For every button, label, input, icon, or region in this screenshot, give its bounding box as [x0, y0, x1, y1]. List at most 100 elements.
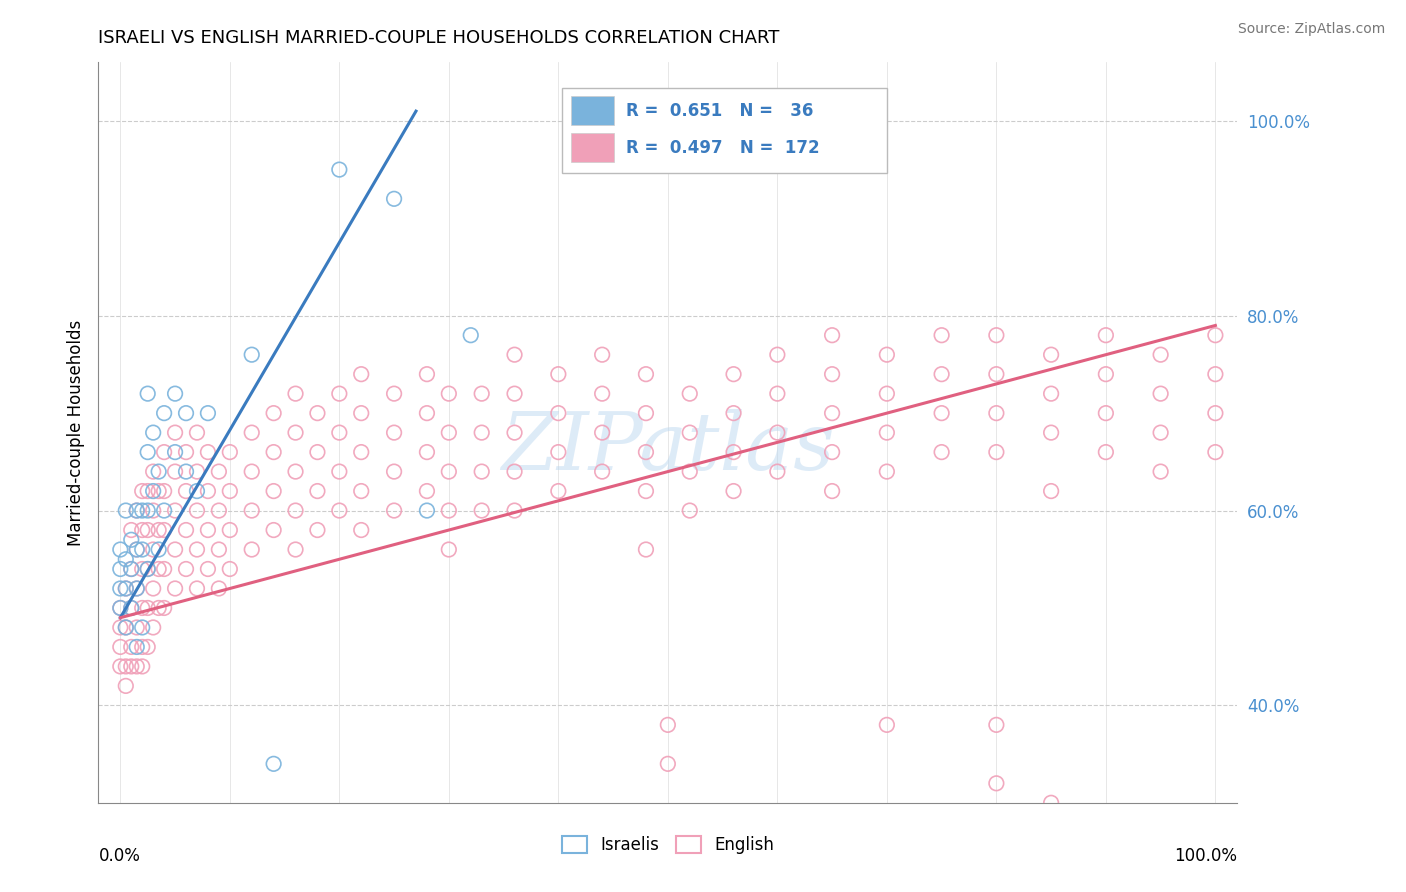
Point — [460, 328, 482, 343]
Point — [165, 465, 187, 479]
Point — [1095, 445, 1118, 459]
Point — [437, 386, 460, 401]
Point — [197, 484, 219, 499]
Point — [307, 406, 329, 420]
Point — [148, 484, 170, 499]
Point — [986, 718, 1008, 732]
Point — [136, 484, 159, 499]
Point — [634, 445, 657, 459]
Point — [120, 533, 142, 547]
Point — [240, 465, 263, 479]
Point — [110, 601, 132, 615]
Point — [723, 367, 745, 381]
Point — [821, 484, 844, 499]
Point — [153, 562, 176, 576]
Point — [165, 582, 187, 596]
Point — [1040, 386, 1063, 401]
Point — [1149, 386, 1171, 401]
Point — [148, 601, 170, 615]
Point — [136, 503, 159, 517]
Point — [679, 503, 702, 517]
Point — [350, 523, 373, 537]
Point — [165, 542, 187, 557]
Point — [634, 367, 657, 381]
Point — [723, 445, 745, 459]
Point — [110, 582, 132, 596]
Point — [197, 406, 219, 420]
Point — [240, 542, 263, 557]
Point — [197, 523, 219, 537]
Point — [766, 386, 789, 401]
Point — [131, 640, 153, 654]
Point — [350, 445, 373, 459]
Point — [148, 542, 170, 557]
Point — [208, 465, 231, 479]
Point — [679, 465, 702, 479]
Point — [153, 445, 176, 459]
Point — [142, 484, 165, 499]
Point — [131, 601, 153, 615]
Point — [437, 465, 460, 479]
Y-axis label: Married-couple Households: Married-couple Households — [66, 319, 84, 546]
Point — [136, 523, 159, 537]
Point — [350, 406, 373, 420]
FancyBboxPatch shape — [571, 133, 614, 162]
Point — [591, 465, 613, 479]
Point — [153, 601, 176, 615]
Point — [263, 484, 285, 499]
Point — [876, 386, 898, 401]
Point — [1095, 328, 1118, 343]
Point — [284, 542, 307, 557]
Point — [471, 386, 494, 401]
Point — [328, 425, 350, 440]
Point — [591, 348, 613, 362]
Point — [263, 406, 285, 420]
Point — [142, 503, 165, 517]
Point — [148, 562, 170, 576]
Point — [153, 406, 176, 420]
Point — [165, 386, 187, 401]
Point — [208, 542, 231, 557]
Point — [1040, 796, 1063, 810]
Point — [821, 328, 844, 343]
Point — [284, 465, 307, 479]
Point — [165, 503, 187, 517]
Point — [120, 523, 142, 537]
Point — [416, 503, 439, 517]
Point — [307, 484, 329, 499]
Point — [148, 465, 170, 479]
Point — [766, 143, 789, 157]
Point — [263, 756, 285, 771]
Point — [110, 601, 132, 615]
Point — [165, 445, 187, 459]
Point — [547, 484, 569, 499]
Point — [1040, 484, 1063, 499]
Point — [120, 601, 142, 615]
Point — [114, 679, 136, 693]
Point — [142, 542, 165, 557]
Point — [547, 406, 569, 420]
Point — [218, 445, 240, 459]
Text: Source: ZipAtlas.com: Source: ZipAtlas.com — [1237, 22, 1385, 37]
Point — [876, 718, 898, 732]
Point — [437, 425, 460, 440]
Point — [437, 503, 460, 517]
Point — [1095, 367, 1118, 381]
Point — [125, 659, 148, 673]
Point — [657, 756, 679, 771]
Point — [114, 582, 136, 596]
Point — [416, 445, 439, 459]
Point — [1204, 328, 1226, 343]
Point — [136, 386, 159, 401]
Point — [110, 620, 132, 634]
Point — [1040, 348, 1063, 362]
Point — [503, 386, 526, 401]
Point — [125, 620, 148, 634]
Point — [136, 562, 159, 576]
FancyBboxPatch shape — [562, 88, 887, 173]
Point — [142, 582, 165, 596]
Point — [503, 425, 526, 440]
Point — [471, 465, 494, 479]
Point — [284, 503, 307, 517]
Point — [240, 348, 263, 362]
